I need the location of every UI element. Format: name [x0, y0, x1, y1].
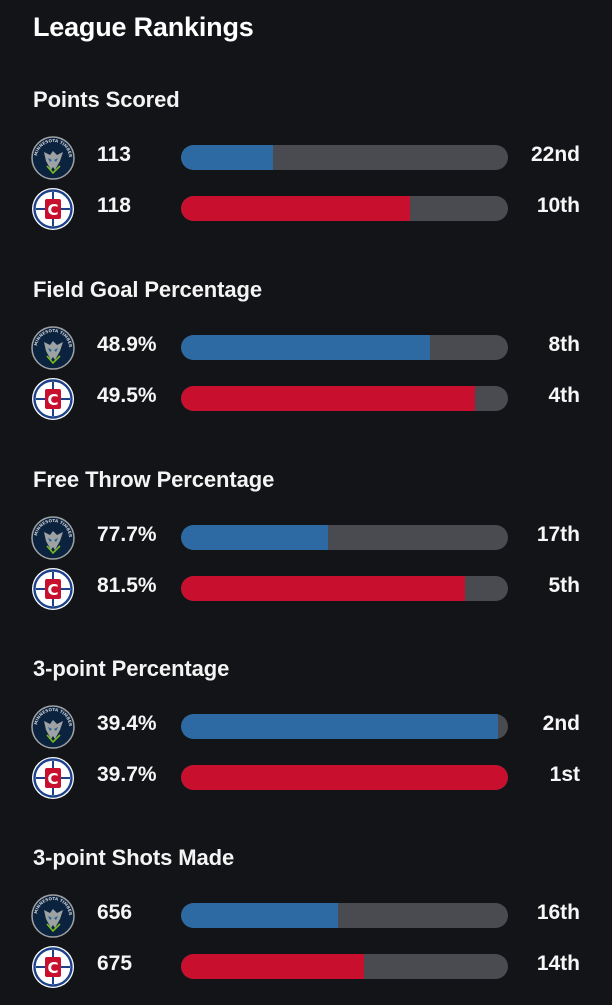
- rank-bar-track: [181, 765, 508, 790]
- timberwolves-logo-icon: MINNESOTA TIMBERWOLVES: [31, 516, 75, 560]
- team-stat-row: C 118 10th: [0, 187, 612, 230]
- rank-bar-track: [181, 335, 508, 360]
- rank-bar-track: [181, 196, 508, 221]
- team-stat-row: C 675 14th: [0, 945, 612, 988]
- team-stat-row: MINNESOTA TIMBERWOLVES 113 22nd: [0, 136, 612, 180]
- rank-bar-track: [181, 714, 508, 739]
- stat-value: 49.5%: [97, 384, 157, 407]
- stat-section: Free Throw Percentage MINNESOTA TIMBERWOL…: [0, 467, 612, 627]
- stat-value: 48.9%: [97, 333, 157, 356]
- league-rank: 5th: [548, 574, 581, 597]
- rank-bar-fill: [181, 954, 365, 979]
- rank-bar-track: [181, 954, 508, 979]
- rank-bar-track: [181, 903, 508, 928]
- stat-title: Points Scored: [33, 87, 180, 112]
- rank-bar-track: [181, 145, 508, 170]
- stat-title: Field Goal Percentage: [33, 277, 262, 302]
- rank-bar-fill: [181, 386, 476, 411]
- stat-value: 77.7%: [97, 523, 157, 546]
- team-stat-row: MINNESOTA TIMBERWOLVES 77.7% 17th: [0, 516, 612, 560]
- stat-section: Points Scored MINNESOTA TIMBERWOLVES 113 22…: [0, 87, 612, 247]
- clippers-logo-icon: C: [31, 567, 75, 611]
- stat-value: 675: [97, 952, 133, 975]
- league-rank: 22nd: [530, 143, 580, 166]
- team-stat-row: MINNESOTA TIMBERWOLVES 48.9% 8th: [0, 326, 612, 370]
- stat-value: 39.7%: [97, 763, 157, 786]
- rank-bar-fill: [181, 903, 338, 928]
- league-rank: 4th: [548, 384, 581, 407]
- rank-bar-fill: [181, 196, 410, 221]
- rank-bar-fill: [181, 765, 508, 790]
- rank-bar-track: [181, 525, 508, 550]
- league-rank: 8th: [548, 333, 581, 356]
- rank-bar-track: [181, 576, 508, 601]
- rank-bar-fill: [181, 335, 430, 360]
- svg-text:C: C: [47, 581, 58, 599]
- stat-value: 113: [97, 143, 131, 166]
- clippers-logo-icon: C: [31, 756, 75, 800]
- clippers-logo-icon: C: [31, 945, 75, 989]
- stat-value: 81.5%: [97, 574, 157, 597]
- rank-bar-fill: [181, 525, 329, 550]
- stat-section: 3-point Shots Made MINNESOTA TIMBERWOLVES…: [0, 845, 612, 1005]
- team-stat-row: MINNESOTA TIMBERWOLVES 656 16th: [0, 894, 612, 938]
- stat-section: 3-point Percentage MINNESOTA TIMBERWOLVES…: [0, 656, 612, 816]
- rank-bar-fill: [181, 714, 499, 739]
- rank-bar-fill: [181, 145, 273, 170]
- stat-title: Free Throw Percentage: [33, 467, 275, 492]
- team-stat-row: C 81.5% 5th: [0, 567, 612, 610]
- league-rank: 16th: [536, 901, 580, 924]
- league-rank: 17th: [536, 523, 580, 546]
- team-stat-row: C 39.7% 1st: [0, 756, 612, 799]
- rank-bar-fill: [181, 576, 466, 601]
- svg-text:C: C: [47, 770, 58, 788]
- svg-text:C: C: [47, 959, 58, 977]
- stat-value: 656: [97, 901, 133, 924]
- league-rank: 14th: [536, 952, 580, 975]
- clippers-logo-icon: C: [31, 377, 75, 421]
- stat-title: 3-point Shots Made: [33, 845, 235, 870]
- stat-value: 39.4%: [97, 712, 157, 735]
- svg-text:C: C: [47, 391, 58, 409]
- svg-text:C: C: [47, 201, 58, 219]
- rank-bar-track: [181, 386, 508, 411]
- timberwolves-logo-icon: MINNESOTA TIMBERWOLVES: [31, 894, 75, 938]
- stat-section: Field Goal Percentage MINNESOTA TIMBERWOL…: [0, 277, 612, 437]
- league-rank: 2nd: [542, 712, 580, 735]
- team-stat-row: C 49.5% 4th: [0, 377, 612, 420]
- timberwolves-logo-icon: MINNESOTA TIMBERWOLVES: [31, 326, 75, 370]
- team-stat-row: MINNESOTA TIMBERWOLVES 39.4% 2nd: [0, 705, 612, 749]
- league-rank: 10th: [536, 194, 580, 217]
- stat-title: 3-point Percentage: [33, 656, 230, 681]
- page-title: League Rankings: [33, 12, 254, 42]
- stat-value: 118: [97, 194, 131, 217]
- clippers-logo-icon: C: [31, 187, 75, 231]
- league-rank: 1st: [549, 763, 580, 786]
- timberwolves-logo-icon: MINNESOTA TIMBERWOLVES: [31, 705, 75, 749]
- timberwolves-logo-icon: MINNESOTA TIMBERWOLVES: [31, 136, 75, 180]
